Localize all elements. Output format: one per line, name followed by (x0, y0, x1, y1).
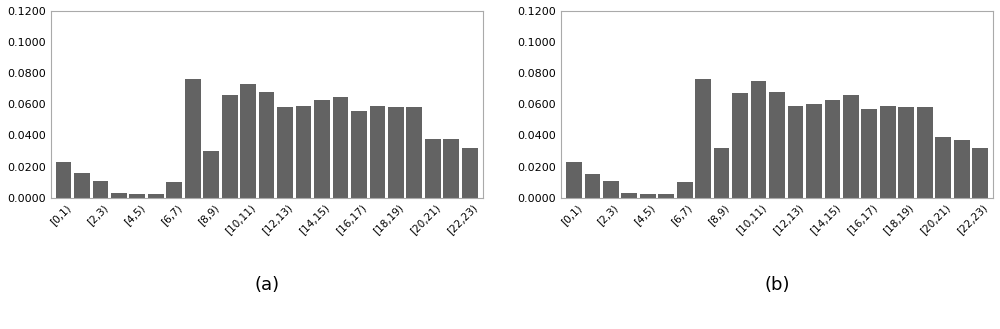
Bar (370, 106, 385, 198)
Bar (566, 162, 582, 198)
Bar (677, 182, 693, 198)
Bar (898, 107, 914, 198)
Bar (658, 194, 674, 198)
Bar (425, 139, 441, 198)
Bar (351, 111, 367, 198)
Bar (788, 106, 803, 198)
Bar (972, 148, 988, 198)
Bar (74, 173, 90, 198)
Bar (166, 182, 182, 198)
Bar (240, 84, 256, 198)
Bar (222, 95, 238, 198)
Text: (a): (a) (254, 276, 279, 294)
Bar (203, 151, 219, 198)
Bar (917, 107, 933, 198)
Bar (56, 162, 71, 198)
Bar (603, 181, 619, 198)
Bar (406, 107, 422, 198)
Bar (296, 106, 311, 198)
Bar (640, 194, 656, 198)
Bar (111, 193, 127, 198)
Text: (b): (b) (764, 276, 790, 294)
Bar (769, 92, 785, 198)
Bar (585, 174, 600, 198)
Bar (695, 79, 711, 198)
Bar (129, 194, 145, 198)
Bar (714, 148, 729, 198)
Bar (935, 137, 951, 198)
Bar (443, 139, 459, 198)
Bar (93, 181, 108, 198)
Bar (751, 81, 766, 198)
Bar (333, 96, 348, 198)
Bar (259, 92, 274, 198)
Bar (954, 140, 970, 198)
Bar (148, 194, 164, 198)
Bar (621, 193, 637, 198)
Bar (388, 107, 404, 198)
Bar (843, 95, 859, 198)
Bar (825, 100, 840, 198)
Bar (185, 79, 201, 198)
Bar (314, 100, 330, 198)
Bar (732, 93, 748, 198)
Bar (277, 107, 293, 198)
Bar (861, 109, 877, 198)
Bar (462, 148, 478, 198)
Bar (880, 106, 896, 198)
Bar (806, 104, 822, 198)
